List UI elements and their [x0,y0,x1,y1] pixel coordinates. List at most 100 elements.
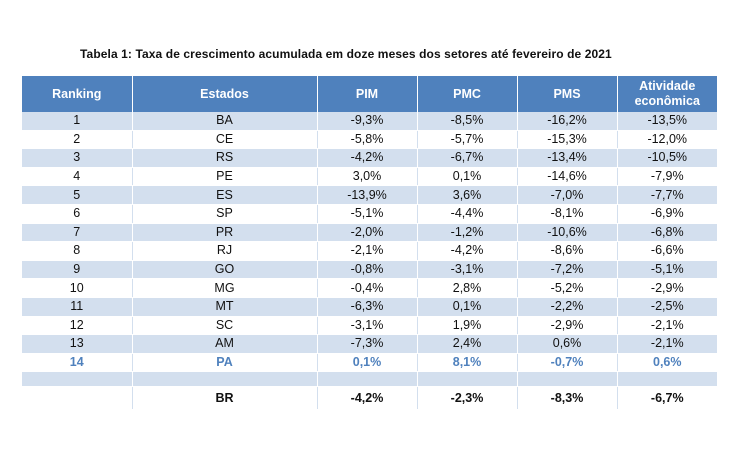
table-row: 10 MG -0,4% 2,8% -5,2% -2,9% [22,278,717,298]
pim-cell: 3,0% [317,167,418,187]
pim-cell: -13,9% [317,185,418,205]
pms-cell: -5,2% [517,278,618,298]
state-cell: SC [132,316,318,336]
pmc-cell: -6,7% [417,148,518,168]
atividade-cell: -7,7% [617,185,717,205]
atividade-cell: -5,1% [617,260,717,280]
pim-cell: -5,8% [317,130,418,150]
rank-cell: 8 [22,241,133,261]
spacer-cell [617,371,717,388]
spacer-cell [417,371,518,388]
pim-cell: -3,1% [317,316,418,336]
pim-cell: -4,2% [317,386,418,411]
total-row: BR -4,2% -2,3% -8,3% -6,7% [22,386,717,411]
rank-cell: 7 [22,223,133,243]
pms-cell: -8,1% [517,204,618,224]
pmc-cell: -2,3% [417,386,518,411]
table-caption: Tabela 1: Taxa de crescimento acumulada … [80,47,612,61]
pmc-cell: 0,1% [417,167,518,187]
rank-cell: 13 [22,334,133,354]
atividade-cell: -2,1% [617,334,717,354]
table-row: 5 ES -13,9% 3,6% -7,0% -7,7% [22,185,717,205]
table-row: 12 SC -3,1% 1,9% -2,9% -2,1% [22,316,717,336]
table-row: 9 GO -0,8% -3,1% -7,2% -5,1% [22,260,717,280]
pim-cell: -5,1% [317,204,418,224]
header-ranking: Ranking [22,76,133,112]
pms-cell: -13,4% [517,148,618,168]
atividade-cell: -6,6% [617,241,717,261]
pim-cell: -6,3% [317,297,418,317]
pim-cell: -0,4% [317,278,418,298]
pms-cell: -16,2% [517,112,618,131]
state-cell: CE [132,130,318,150]
atividade-cell: -6,7% [617,386,717,411]
state-cell: PR [132,223,318,243]
table-row: 4 PE 3,0% 0,1% -14,6% -7,9% [22,167,717,187]
pmc-cell: -8,5% [417,112,518,131]
pmc-cell: 2,4% [417,334,518,354]
spacer-cell [22,371,133,388]
atividade-cell: -6,8% [617,223,717,243]
state-cell: ES [132,185,318,205]
rank-cell: 3 [22,148,133,168]
state-cell: AM [132,334,318,354]
spacer-cell [317,371,418,388]
pms-cell: -10,6% [517,223,618,243]
pim-cell: 0,1% [317,353,418,373]
spacer-row [22,371,717,388]
rank-cell: 9 [22,260,133,280]
table-row: 2 CE -5,8% -5,7% -15,3% -12,0% [22,130,717,150]
header-row: Ranking Estados PIM PMC PMS Atividade ec… [22,76,717,112]
table-row: 7 PR -2,0% -1,2% -10,6% -6,8% [22,223,717,243]
pmc-cell: -3,1% [417,260,518,280]
spacer-cell [132,371,318,388]
rank-cell: 6 [22,204,133,224]
pms-cell: -15,3% [517,130,618,150]
rank-cell: 4 [22,167,133,187]
state-cell: SP [132,204,318,224]
table-row: 3 RS -4,2% -6,7% -13,4% -10,5% [22,148,717,168]
atividade-cell: -12,0% [617,130,717,150]
rank-cell: 2 [22,130,133,150]
atividade-cell: -7,9% [617,167,717,187]
table-row-highlighted: 14 PA 0,1% 8,1% -0,7% 0,6% [22,353,717,373]
atividade-cell: -2,9% [617,278,717,298]
pmc-cell: 0,1% [417,297,518,317]
pim-cell: -9,3% [317,112,418,131]
atividade-cell: -2,5% [617,297,717,317]
rank-cell: 10 [22,278,133,298]
pms-cell: -8,6% [517,241,618,261]
rank-cell: 1 [22,112,133,131]
pim-cell: -4,2% [317,148,418,168]
rank-cell: 12 [22,316,133,336]
state-cell: PE [132,167,318,187]
spacer-cell [517,371,618,388]
pmc-cell: -4,4% [417,204,518,224]
pim-cell: -2,1% [317,241,418,261]
pms-cell: -0,7% [517,353,618,373]
pmc-cell: 2,8% [417,278,518,298]
pmc-cell: 3,6% [417,185,518,205]
state-cell: RJ [132,241,318,261]
header-pmc: PMC [417,76,518,112]
pms-cell: -2,9% [517,316,618,336]
pmc-cell: -4,2% [417,241,518,261]
atividade-cell: -2,1% [617,316,717,336]
pmc-cell: 1,9% [417,316,518,336]
table-row: 6 SP -5,1% -4,4% -8,1% -6,9% [22,204,717,224]
pms-cell: 0,6% [517,334,618,354]
pms-cell: -8,3% [517,386,618,411]
rank-cell [22,386,133,411]
state-cell: MG [132,278,318,298]
pms-cell: -7,0% [517,185,618,205]
pms-cell: -14,6% [517,167,618,187]
pim-cell: -0,8% [317,260,418,280]
atividade-cell: 0,6% [617,353,717,373]
growth-table: Ranking Estados PIM PMC PMS Atividade ec… [22,76,717,411]
pms-cell: -7,2% [517,260,618,280]
state-cell: BR [132,386,318,411]
state-cell: PA [132,353,318,373]
pmc-cell: 8,1% [417,353,518,373]
rank-cell: 5 [22,185,133,205]
rank-cell: 14 [22,353,133,373]
